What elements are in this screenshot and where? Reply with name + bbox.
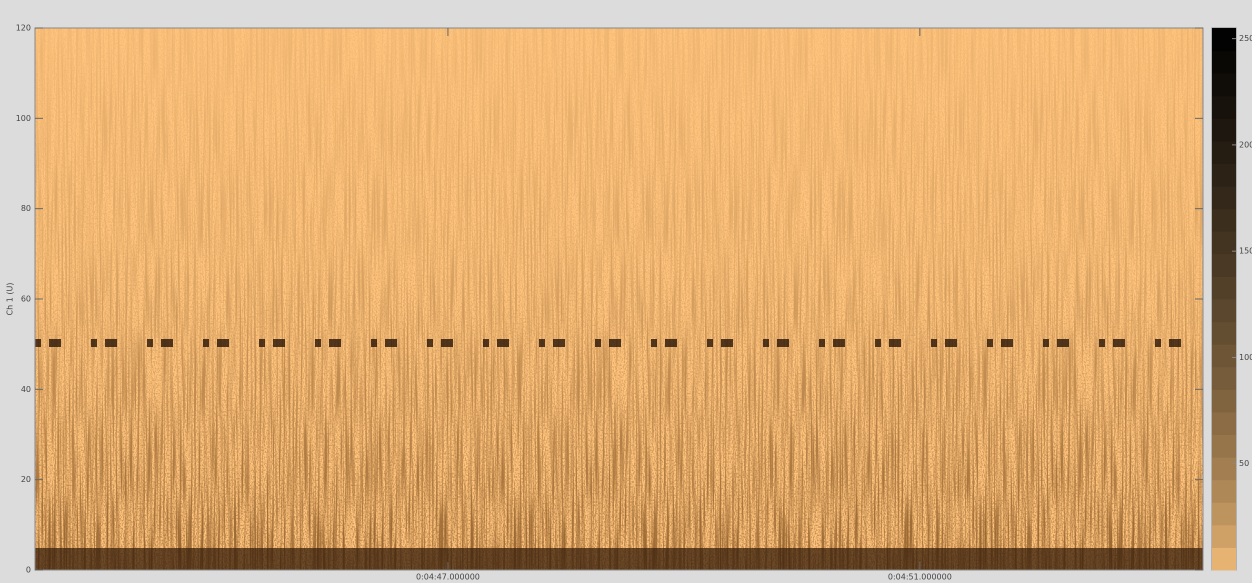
colorbar-step — [1212, 480, 1236, 503]
colorbar-step — [1212, 367, 1236, 390]
colorbar-step — [1212, 186, 1236, 209]
y-axis-label: Ch 1 (U) — [6, 283, 15, 316]
colorbar-step — [1212, 322, 1236, 345]
colorbar-tick-label: 50 — [1239, 459, 1249, 468]
colorbar-step — [1212, 118, 1236, 141]
colorbar-step — [1212, 276, 1236, 299]
y-tick-label: 60 — [21, 295, 31, 304]
colorbar-step — [1212, 299, 1236, 322]
colorbar-step — [1212, 141, 1236, 164]
spectrogram-texture — [35, 28, 1203, 570]
y-tick-label: 100 — [16, 114, 31, 123]
y-tick-label: 120 — [16, 24, 31, 33]
low-band — [35, 548, 1203, 570]
colorbar-tick-label: 150 — [1239, 247, 1252, 256]
colorbar-step — [1212, 164, 1236, 187]
colorbar-step — [1212, 502, 1236, 525]
colorbar-step — [1212, 435, 1236, 458]
colorbar-step — [1212, 547, 1236, 570]
colorbar-step — [1212, 28, 1236, 51]
colorbar-step — [1212, 73, 1236, 96]
colorbar-tick-label: 200 — [1239, 140, 1252, 149]
colorbar-step — [1212, 457, 1236, 480]
colorbar-step — [1212, 254, 1236, 277]
colorbar-step — [1212, 344, 1236, 367]
colorbar-step — [1212, 412, 1236, 435]
y-tick-label: 40 — [21, 385, 31, 394]
page: Ch 1 (U) 0 20 40 60 80 100 120 0:04:47.000000 0:… — [0, 0, 1252, 583]
colorbar-step — [1212, 209, 1236, 232]
x-tick-label: 0:04:47.000000 — [416, 573, 480, 582]
colorbar-step — [1212, 96, 1236, 119]
colorbar-step — [1212, 51, 1236, 74]
y-tick-label: 20 — [21, 475, 31, 484]
colorbar-tick-label: 250 — [1239, 34, 1252, 43]
colorbar-step — [1212, 525, 1236, 548]
colorbar-tick-label: 100 — [1239, 353, 1252, 362]
y-tick-label: 0 — [26, 566, 31, 575]
y-tick-label: 80 — [21, 204, 31, 213]
chart: Ch 1 (U) 0 20 40 60 80 100 120 0:04:47.000000 0:… — [0, 0, 1252, 583]
x-tick-label: 0:04:51.000000 — [888, 573, 952, 582]
colorbar-step — [1212, 389, 1236, 412]
